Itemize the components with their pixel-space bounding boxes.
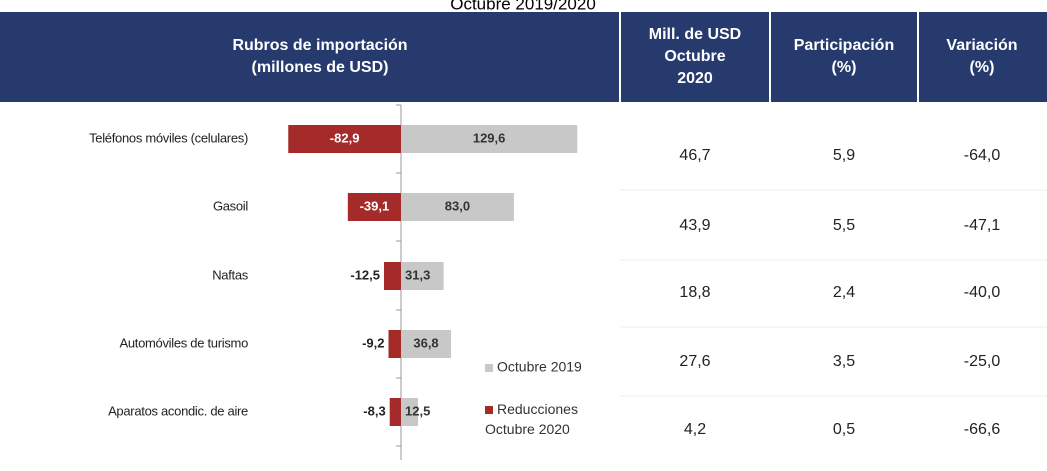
value-label: -82,9 — [330, 130, 360, 145]
table-cell: -25,0 — [964, 353, 1001, 370]
table-cell: -40,0 — [964, 284, 1001, 301]
value-label: -12,5 — [350, 267, 380, 282]
header-text: (%) — [970, 59, 995, 76]
value-label: 83,0 — [445, 198, 470, 213]
category-label: Teléfonos móviles (celulares) — [89, 130, 248, 145]
legend-label: Octubre 2019 — [497, 359, 582, 375]
table-cell: 0,5 — [833, 421, 855, 438]
value-label: 31,3 — [405, 267, 430, 282]
header-text: Participación — [794, 37, 894, 54]
table-cell: 3,5 — [833, 353, 855, 370]
table-cell: 5,5 — [833, 217, 855, 234]
table-cell: 18,8 — [679, 284, 710, 301]
table-cell: -64,0 — [964, 147, 1001, 164]
bar — [401, 398, 418, 426]
bar — [401, 193, 514, 221]
header-text: Rubros de importación — [232, 37, 407, 54]
caption: Octubre 2019/2020 — [450, 0, 596, 13]
table-cell: 46,7 — [679, 147, 710, 164]
category-label: Automóviles de turismo — [119, 335, 248, 350]
category-label: Gasoil — [213, 198, 248, 213]
value-label: -9,2 — [362, 335, 384, 350]
table-cell: 5,9 — [833, 147, 855, 164]
category-label: Aparatos acondic. de aire — [108, 403, 248, 418]
header-text: Variación — [946, 37, 1017, 54]
table-cell: -47,1 — [964, 217, 1001, 234]
legend-label: Reducciones Octubre 2020 — [485, 401, 578, 437]
value-label: -8,3 — [363, 403, 385, 418]
table-cell: 2,4 — [833, 284, 855, 301]
header-text: (%) — [832, 59, 857, 76]
value-label: 12,5 — [405, 403, 430, 418]
value-label: 36,8 — [413, 335, 438, 350]
category-label: Naftas — [212, 267, 249, 282]
bar — [401, 330, 452, 358]
value-label: 129,6 — [473, 130, 506, 145]
header-text: 2020 — [677, 70, 713, 87]
bar — [288, 125, 401, 153]
table-cell: 4,2 — [684, 421, 706, 438]
bar — [388, 330, 401, 358]
table-cell: 27,6 — [679, 353, 710, 370]
bar — [401, 262, 444, 290]
bar — [384, 262, 401, 290]
table-cell: -66,6 — [964, 421, 1001, 438]
table-cell: 43,9 — [679, 217, 710, 234]
bar — [347, 193, 401, 221]
header-text: (millones de USD) — [252, 59, 389, 76]
value-label: -39,1 — [360, 198, 390, 213]
legend-swatch — [485, 406, 493, 414]
header-text: Mill. de USD — [649, 26, 741, 43]
header-band — [0, 12, 1047, 102]
header-text: Octubre — [664, 48, 725, 65]
legend-swatch — [485, 364, 493, 372]
bar — [389, 398, 401, 426]
bar — [401, 125, 578, 153]
